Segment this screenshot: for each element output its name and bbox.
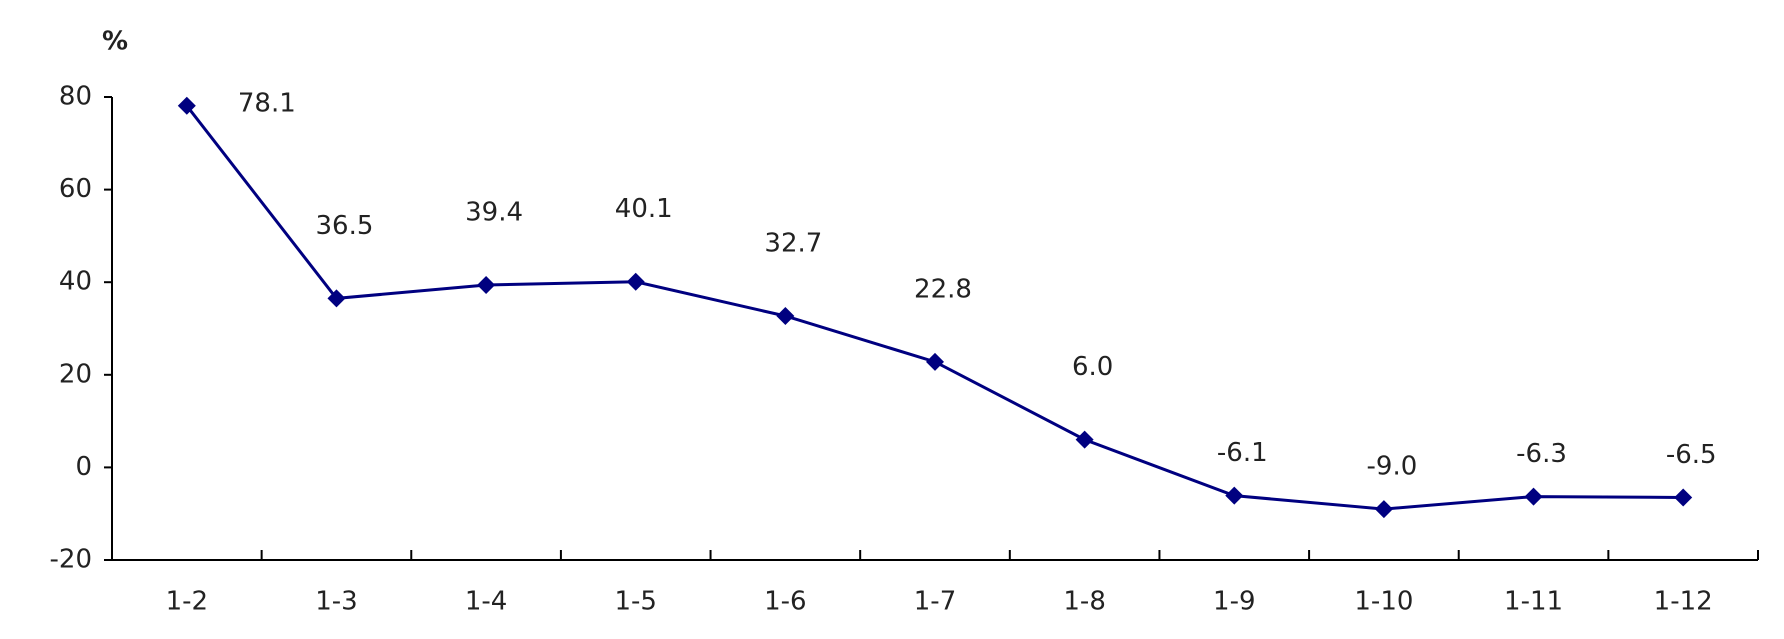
y-tick-label: -20 bbox=[50, 545, 92, 575]
data-label: 40.1 bbox=[615, 194, 673, 224]
x-tick-label: 1-11 bbox=[1504, 587, 1563, 617]
y-unit: % bbox=[102, 27, 128, 57]
data-label: 78.1 bbox=[238, 88, 296, 118]
data-label: 32.7 bbox=[764, 228, 822, 258]
marker bbox=[1225, 486, 1244, 505]
data-label: 6.0 bbox=[1072, 352, 1113, 382]
x-tick-label: 1-6 bbox=[764, 587, 806, 617]
x-tick-label: 1-9 bbox=[1213, 587, 1255, 617]
data-label: -6.5 bbox=[1666, 440, 1717, 470]
x-tick-label: 1-4 bbox=[465, 587, 507, 617]
marker bbox=[626, 272, 645, 291]
data-label: 36.5 bbox=[316, 211, 374, 241]
x-tick-label: 1-5 bbox=[614, 587, 656, 617]
marker bbox=[776, 306, 795, 325]
marker bbox=[1374, 500, 1393, 519]
x-tick-label: 1-2 bbox=[166, 587, 208, 617]
marker bbox=[177, 96, 196, 115]
marker bbox=[926, 352, 944, 371]
x-tick-label: 1-3 bbox=[315, 587, 357, 617]
data-label: 22.8 bbox=[914, 274, 972, 304]
y-tick-label: 60 bbox=[59, 174, 92, 204]
marker bbox=[327, 289, 346, 308]
y-tick-label: 80 bbox=[59, 82, 92, 112]
data-label: -9.0 bbox=[1367, 452, 1418, 482]
x-tick-label: 1-7 bbox=[914, 587, 956, 617]
x-tick-label: 1-10 bbox=[1354, 587, 1413, 617]
marker bbox=[477, 275, 496, 294]
data-label: -6.3 bbox=[1516, 439, 1567, 469]
y-tick-label: 0 bbox=[75, 452, 92, 482]
x-tick-label: 1-12 bbox=[1654, 587, 1713, 617]
data-label: 39.4 bbox=[465, 197, 523, 227]
marker bbox=[1075, 430, 1094, 449]
marker bbox=[1674, 488, 1693, 507]
data-label: -6.1 bbox=[1217, 438, 1268, 468]
y-tick-label: 20 bbox=[59, 359, 92, 389]
marker bbox=[1524, 487, 1543, 506]
y-tick-label: 40 bbox=[59, 267, 92, 297]
x-tick-label: 1-8 bbox=[1063, 587, 1105, 617]
line bbox=[185, 104, 1684, 511]
